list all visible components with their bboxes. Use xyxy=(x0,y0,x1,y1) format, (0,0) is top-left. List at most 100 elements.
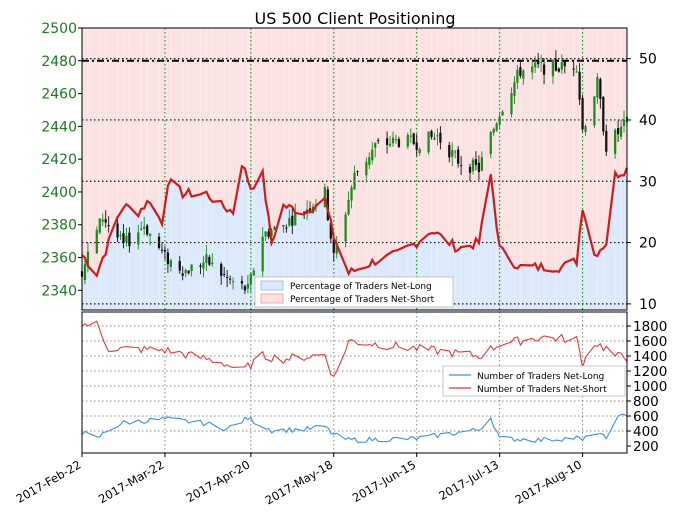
candle-body xyxy=(599,79,602,99)
candle-body xyxy=(223,273,226,275)
price-tick-label: 2500 xyxy=(41,21,77,37)
candle xyxy=(264,230,267,242)
candle-body xyxy=(448,145,451,158)
candle-body xyxy=(98,218,101,233)
candle-body xyxy=(371,149,374,161)
candle-body xyxy=(436,135,439,137)
candle-body xyxy=(391,137,395,144)
candle xyxy=(471,157,475,175)
candle xyxy=(436,128,439,146)
count-tick-label: 1000 xyxy=(633,379,667,395)
candle xyxy=(371,141,374,165)
candle-body xyxy=(397,139,401,148)
candle xyxy=(356,170,359,176)
candle xyxy=(578,62,581,106)
candle xyxy=(249,272,252,294)
candle xyxy=(326,186,329,222)
candle-body xyxy=(522,70,525,79)
candle xyxy=(143,216,146,236)
candle xyxy=(409,128,412,143)
price-tick-label: 2440 xyxy=(41,119,77,135)
candle-body xyxy=(537,60,540,65)
candle xyxy=(412,132,415,146)
candle xyxy=(477,155,481,181)
candle xyxy=(388,136,392,148)
candle-body xyxy=(125,235,128,243)
candle xyxy=(98,217,101,235)
candle xyxy=(427,131,430,155)
candle-body xyxy=(166,252,170,265)
candle-body xyxy=(240,280,244,284)
candle xyxy=(385,131,389,154)
candle xyxy=(220,262,223,285)
candle-body xyxy=(457,149,460,164)
candle-body xyxy=(303,211,306,213)
candle-body xyxy=(83,264,87,280)
candle xyxy=(430,129,433,140)
candle-body xyxy=(498,116,501,125)
candle xyxy=(531,58,534,80)
candle-body xyxy=(554,59,558,71)
candle-body xyxy=(226,276,229,278)
candle-body xyxy=(593,96,596,126)
candle xyxy=(575,65,578,73)
bottom-legend-label-short: Number of Traders Net-Short xyxy=(477,385,607,395)
candle-body xyxy=(288,218,291,226)
candle xyxy=(137,224,140,250)
candle xyxy=(228,275,232,285)
candle xyxy=(542,58,546,85)
candle-body xyxy=(107,225,110,227)
candle xyxy=(418,147,421,157)
candle xyxy=(439,126,442,150)
candle-body xyxy=(101,219,104,222)
candle-body xyxy=(143,226,146,229)
candle-body xyxy=(137,232,140,245)
count-tick-label: 800 xyxy=(633,394,659,410)
candle-body xyxy=(439,132,442,143)
count-tick-label: 600 xyxy=(633,409,659,425)
trader-count-lines xyxy=(81,320,628,443)
candle xyxy=(350,185,353,209)
candle-body xyxy=(388,143,392,146)
bottom-panel-grid xyxy=(81,312,627,453)
candle xyxy=(128,227,131,253)
candle xyxy=(572,60,575,77)
candle-body xyxy=(534,62,537,68)
candle xyxy=(448,141,451,163)
candle-body xyxy=(181,273,184,276)
candle xyxy=(104,210,107,228)
candle xyxy=(522,69,525,85)
candle xyxy=(616,120,620,143)
candle xyxy=(519,61,522,79)
candle xyxy=(199,263,202,275)
candle xyxy=(119,230,122,241)
candle-body xyxy=(184,269,187,274)
candle xyxy=(160,242,164,254)
candle-body xyxy=(427,131,430,153)
candle-body xyxy=(542,64,546,75)
candle-body xyxy=(267,231,270,237)
candle-body xyxy=(148,233,152,236)
candle-body xyxy=(572,68,575,70)
candle-body xyxy=(252,270,255,276)
candle-body xyxy=(433,137,436,140)
candle-body xyxy=(146,225,149,235)
candle-body xyxy=(243,286,247,291)
candle-body xyxy=(208,256,211,265)
candle-body xyxy=(228,278,232,280)
candle xyxy=(368,152,371,170)
candle-body xyxy=(365,161,368,176)
candle xyxy=(554,50,558,72)
candle-body xyxy=(619,126,623,137)
pct-tick-label: 40 xyxy=(639,113,657,129)
candle-body xyxy=(477,162,481,173)
candle xyxy=(581,94,584,133)
bottom-panel-frame xyxy=(81,311,628,454)
candle-body xyxy=(291,215,294,226)
candle xyxy=(261,227,264,280)
top-panel-axes: 2340 2360 2380 2400 2420 2440 2460 2480 2500 10 20… xyxy=(41,21,656,313)
candle xyxy=(596,73,599,104)
candle xyxy=(190,264,193,277)
